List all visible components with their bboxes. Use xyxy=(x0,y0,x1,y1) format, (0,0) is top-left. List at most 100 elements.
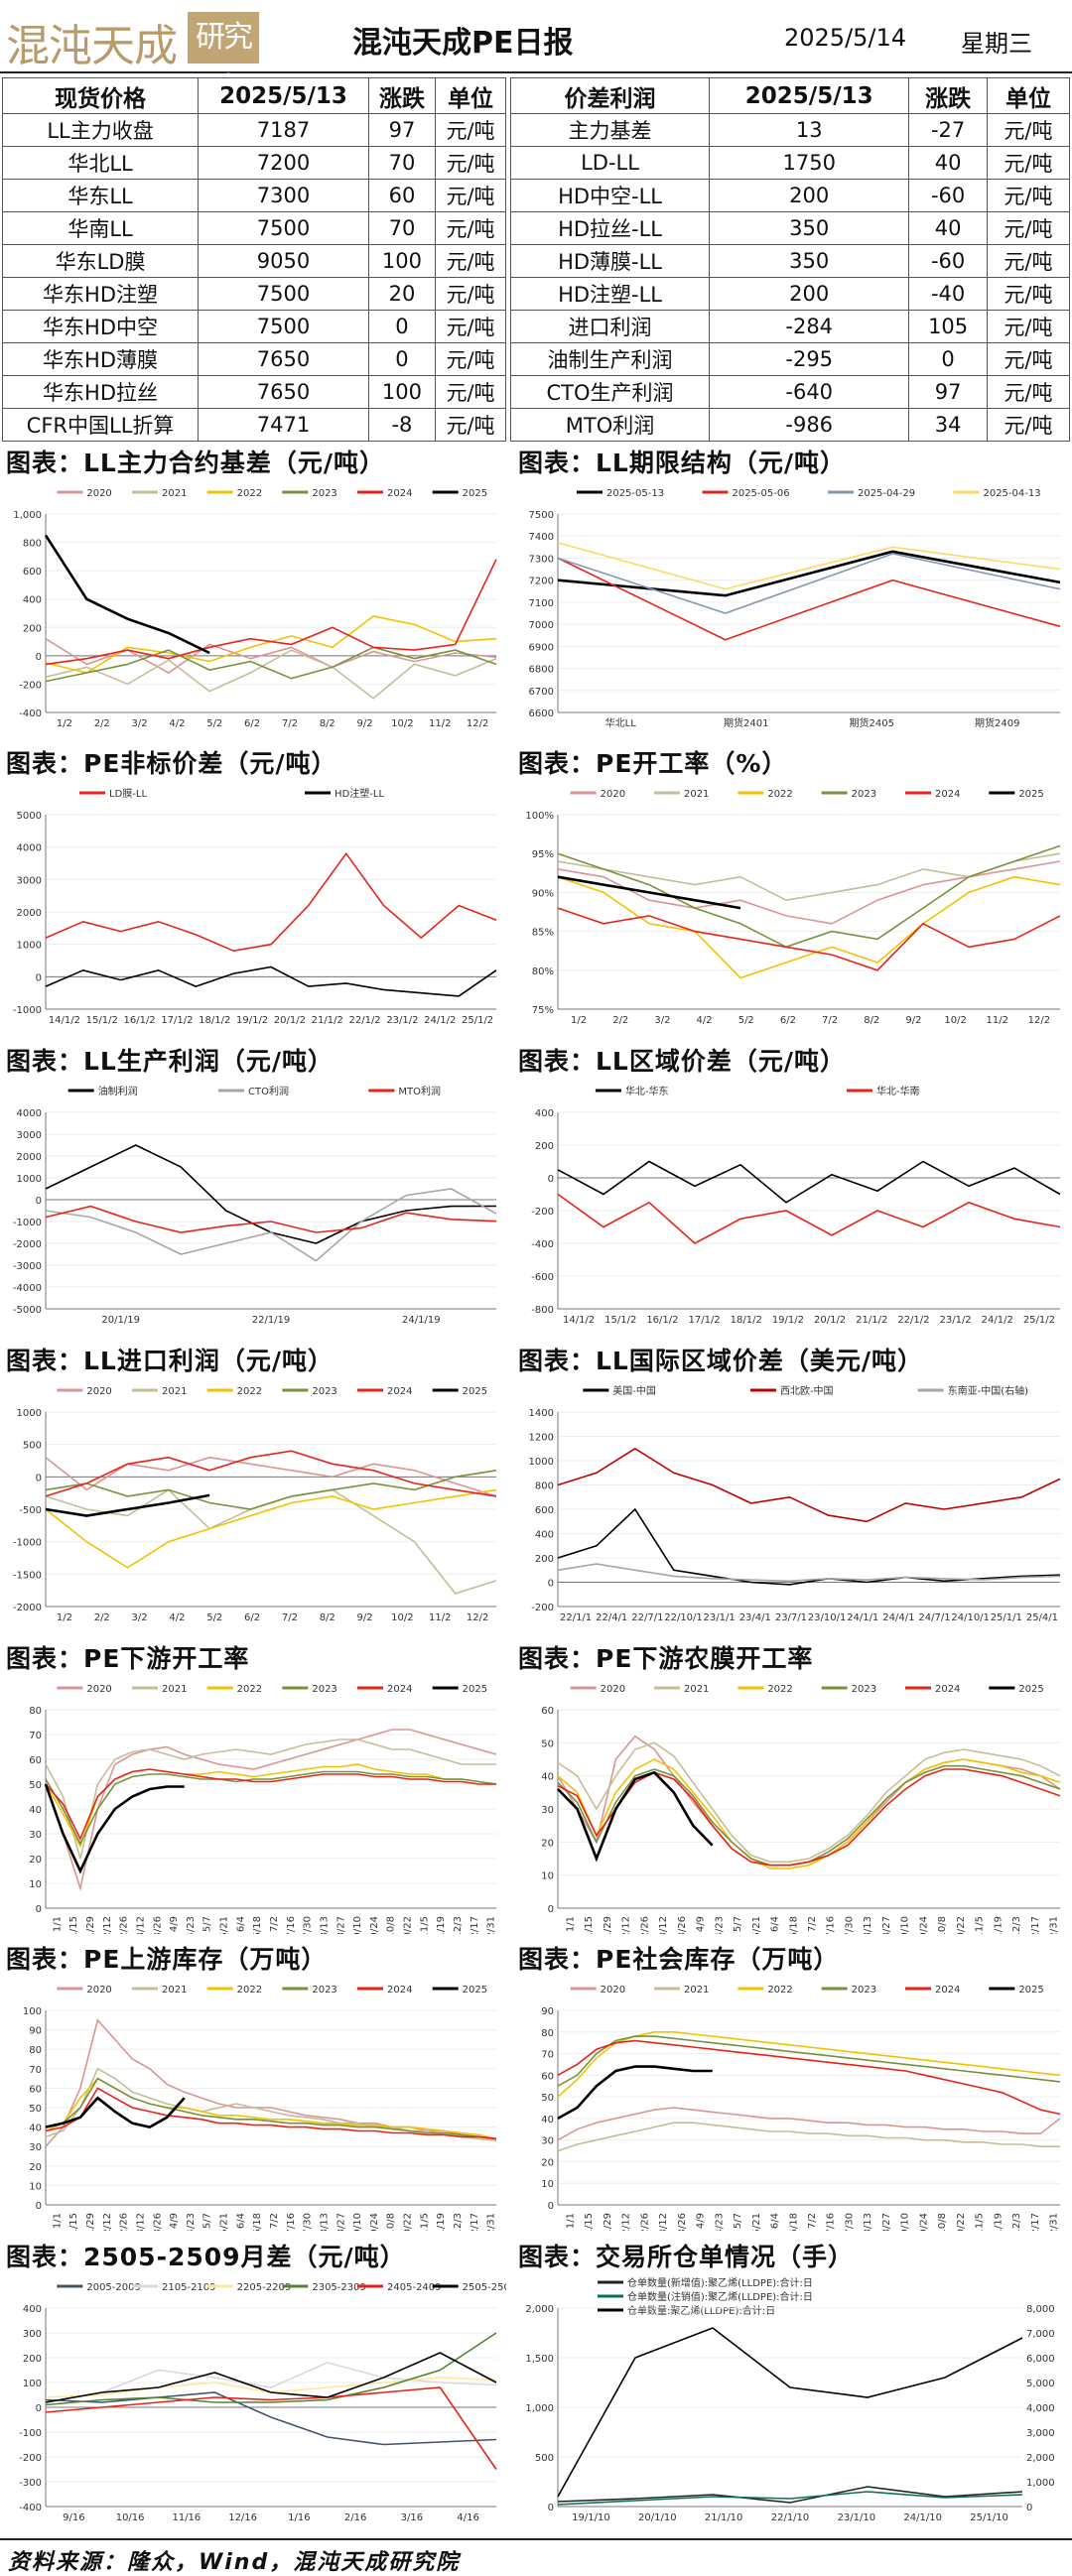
table-cell: 100 xyxy=(367,244,437,278)
x-tick-label: 11/5 xyxy=(975,1916,986,1934)
table-cell: 7471 xyxy=(198,408,369,442)
table-row: MTO利润 -986 34 元/吨 xyxy=(509,408,1071,442)
x-tick-label: 8/2 xyxy=(320,1612,335,1623)
y-tick-label: 50 xyxy=(541,1739,554,1749)
series-line xyxy=(45,2077,497,2140)
table-row: LL主力收盘 7187 97 元/吨 xyxy=(1,113,506,147)
x-tick-label: 22/1/19 xyxy=(252,1315,291,1326)
table-row: 华东HD中空 7500 0 元/吨 xyxy=(1,310,506,343)
table-cell: 7187 xyxy=(198,113,369,147)
legend-label: MTO利润 xyxy=(398,1085,441,1097)
y-tick-label: 85% xyxy=(532,928,554,939)
y-tick-label: -4000 xyxy=(13,1283,42,1294)
table-header: 2025/5/13 xyxy=(709,77,910,114)
legend-label: 2024 xyxy=(935,1985,960,1996)
x-tick-label: 18/1/2 xyxy=(731,1315,762,1326)
y-tick-label: 0 xyxy=(36,1473,42,1483)
series-line xyxy=(44,1783,185,1874)
x-tick-label: 6/18 xyxy=(252,2213,263,2231)
chart-svg: 2020 2021 2022 2023 2024 2025 80 70 60 50 40 30 20 10… xyxy=(29,1684,496,1934)
chart-title-pe-downstream-rate: 图表：PE下游开工率 xyxy=(6,1644,250,1673)
series-line xyxy=(45,1188,497,1262)
series-line xyxy=(45,1144,497,1244)
x-tick-label: 12/2 xyxy=(467,718,488,729)
y-tick-label: 1,500 xyxy=(525,2354,554,2365)
legend-label: 2505-2509 xyxy=(463,2282,506,2293)
y-tick-label: 2000 xyxy=(17,1152,42,1163)
table-cell: 元/吨 xyxy=(986,277,1071,311)
chart-month-spread: 2005-2009 2105-2109 2205-2209 2305-2309 2405… xyxy=(0,2272,506,2532)
x-tick-label: 24/1/1 xyxy=(847,1612,878,1623)
y-tick-label: 7200 xyxy=(529,577,554,587)
x-tick-label: 11/16 xyxy=(172,2512,201,2523)
legend-label: 2205-2209 xyxy=(237,2282,292,2293)
y-tick-label: 40 xyxy=(29,2124,42,2134)
table-cell: 元/吨 xyxy=(986,375,1071,409)
x-tick-label: 8/27 xyxy=(881,1916,892,1934)
x-tick-label: 12/17 xyxy=(469,2213,480,2231)
x-tick-label: 11/19 xyxy=(993,2213,1004,2231)
x-tick-label: 22/1/2 xyxy=(348,1015,380,1026)
y-tick-label: -1000 xyxy=(13,1538,42,1549)
x-tick-label: 6/4 xyxy=(770,1916,781,1932)
table-cell: 97 xyxy=(367,113,437,147)
x-tick-label: 7/2 xyxy=(282,718,298,729)
y-tick-label: -200 xyxy=(531,1603,554,1613)
x-tick-label: 4/23 xyxy=(186,1916,197,1934)
y-tick-label: 0 xyxy=(548,1904,554,1915)
legend-label: 2023 xyxy=(852,1684,876,1695)
series-line xyxy=(44,534,210,655)
y-tick-label: -5000 xyxy=(13,1305,42,1316)
y-tick-label: 60 xyxy=(541,2071,554,2082)
y-tick-label: 80% xyxy=(532,966,554,977)
x-tick-label: 2/12 xyxy=(102,1916,113,1934)
x-tick-label: 19/1/2 xyxy=(236,1015,268,1026)
y-tick-label: -200 xyxy=(19,680,42,691)
y-tick-label: 6800 xyxy=(529,665,554,676)
y-tick-label: 80 xyxy=(29,1706,42,1717)
x-tick-label: 9/24 xyxy=(918,1916,929,1934)
table-cell: -40 xyxy=(908,277,988,311)
y-tick-label: -1000 xyxy=(13,1005,42,1016)
table-cell: 元/吨 xyxy=(435,179,506,212)
table-row: 华东LD膜 9050 100 元/吨 xyxy=(1,244,506,278)
x-tick-label: 10/22 xyxy=(403,1916,414,1934)
y-tick-label: 1,000 xyxy=(13,510,42,521)
x-tick-label: 7/2 xyxy=(807,2213,818,2229)
chart-title-ll-regional-spread: 图表：LL区域价差（元/吨） xyxy=(518,1047,846,1076)
x-tick-label: 16/1/2 xyxy=(123,1015,155,1026)
table-cell: 元/吨 xyxy=(986,146,1071,180)
x-tick-label: 11/5 xyxy=(419,1916,430,1934)
y-tick-label: 6900 xyxy=(529,642,554,653)
series-line xyxy=(45,1768,496,1841)
chart-title-ll-import-profit: 图表：LL进口利润（元/吨） xyxy=(6,1347,334,1375)
chart-ll-basis: 2020 2021 2022 2023 2024 2025 1,000 800 600 400 20… xyxy=(0,478,506,738)
chart-pe-operating-rate: 2020 2021 2022 2023 2024 2025 100% 95% 90% 85% 80%… xyxy=(512,779,1070,1035)
table-cell: LD-LL xyxy=(509,146,711,180)
table-header: 涨跌 xyxy=(908,77,988,114)
x-tick-label: 8/2 xyxy=(320,718,335,729)
x-tick-label: 15/1/2 xyxy=(604,1315,636,1326)
y-tick-label: 20 xyxy=(541,2157,554,2168)
table-row: CTO生产利润 -640 97 元/吨 xyxy=(509,375,1071,409)
y-tick-label: -400 xyxy=(19,708,42,719)
x-tick-label: 25/1/2 xyxy=(1023,1315,1055,1326)
legend-label: 2025 xyxy=(463,1386,487,1397)
x-tick-label: 7/30 xyxy=(303,1916,314,1934)
series-line xyxy=(45,2087,497,2140)
y-tick-label: 5000 xyxy=(17,811,42,822)
y2-tick-label: 7,000 xyxy=(1026,2329,1055,2340)
y-tick-label: 2000 xyxy=(17,908,42,919)
y2-tick-label: 2,000 xyxy=(1026,2453,1055,2464)
x-tick-label: 24/7/1 xyxy=(918,1612,950,1623)
table-cell: 元/吨 xyxy=(986,113,1071,147)
y-tick-label: -200 xyxy=(19,2453,42,2464)
x-tick-label: 6/2 xyxy=(780,1015,796,1026)
x-tick-label: 1/1 xyxy=(52,1916,63,1932)
x-tick-label: 10/16 xyxy=(116,2512,145,2523)
table-cell: -640 xyxy=(709,375,910,409)
x-tick-label: 20/1/19 xyxy=(101,1315,140,1326)
x-tick-label: 2/12 xyxy=(102,2213,113,2231)
x-tick-label: 11/19 xyxy=(993,1916,1004,1934)
x-tick-label: 10/2 xyxy=(944,1015,966,1026)
